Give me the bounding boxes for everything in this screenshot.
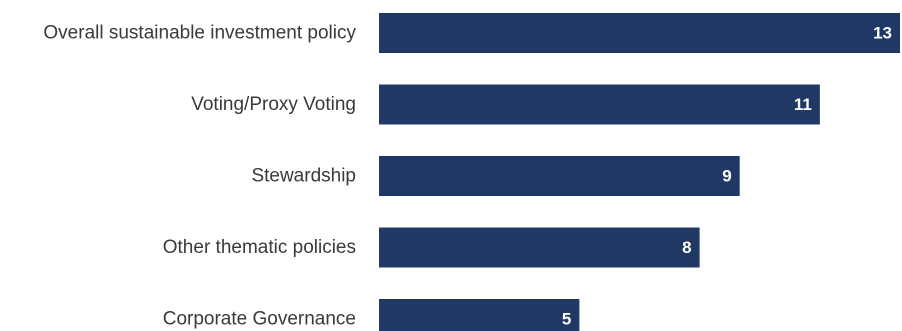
category-label-2: Voting/Proxy Voting [191,94,356,115]
bar-3 [379,156,740,196]
value-label-4: 8 [682,238,691,257]
value-label-3: 9 [722,167,731,186]
category-labels-layer: Overall sustainable investment policy Vot… [43,23,356,330]
bar-1 [379,13,900,53]
category-label-4: Other thematic policies [163,237,356,258]
value-labels-layer: 13 11 9 8 5 [562,24,892,329]
bar-2 [379,84,820,125]
category-label-5: Corporate Governance [163,309,356,330]
value-label-5: 5 [562,310,571,329]
category-label-1: Overall sustainable investment policy [43,23,356,44]
bar-5 [379,299,580,331]
bars-layer [379,13,900,331]
bar-4 [379,227,700,268]
category-label-3: Stewardship [251,166,356,187]
value-label-2: 11 [794,95,812,114]
value-label-1: 13 [873,24,892,43]
